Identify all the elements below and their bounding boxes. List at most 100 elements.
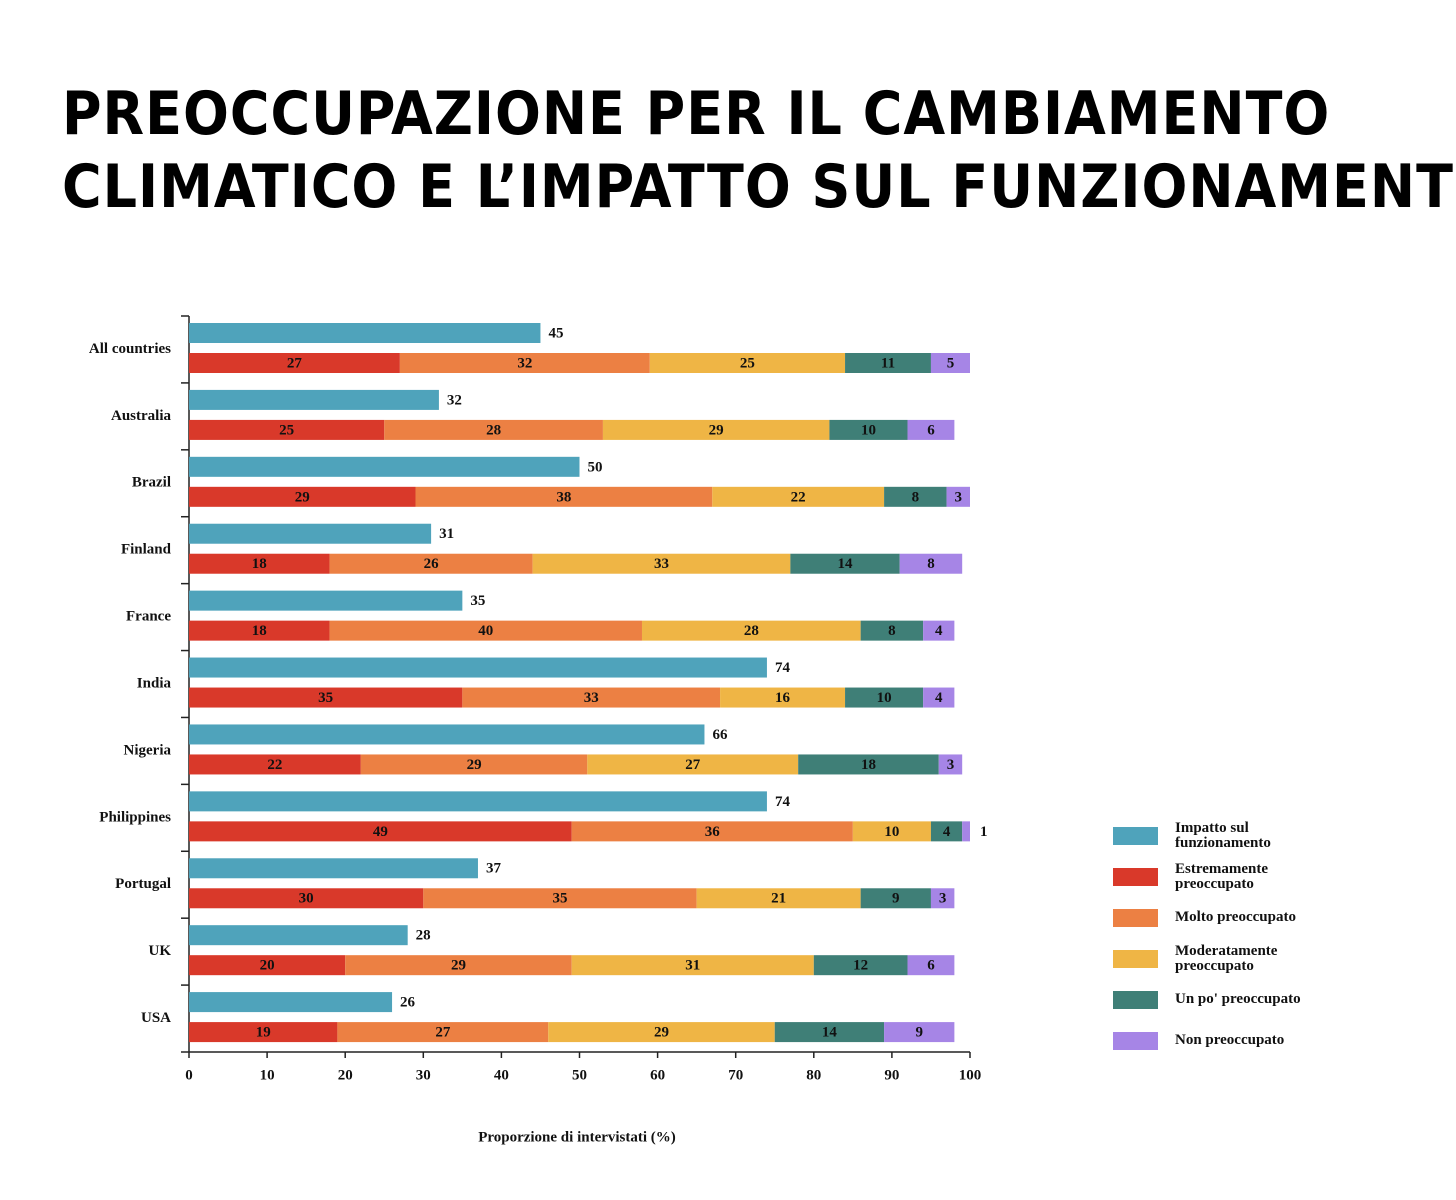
- bar: [189, 858, 478, 879]
- value-label: 32: [517, 355, 532, 371]
- legend-label: Impatto sul funzionamento: [1175, 819, 1271, 851]
- bar-segment: [602, 419, 830, 440]
- value-label: 18: [252, 623, 267, 639]
- value-label: 28: [486, 422, 501, 438]
- bar-segment: [641, 620, 861, 641]
- x-tick-label: 90: [884, 1067, 899, 1083]
- legend-item: Molto preoccupato: [1113, 897, 1345, 938]
- legend-label: Moderatamente preoccupato: [1175, 942, 1278, 974]
- value-label: 33: [654, 556, 669, 572]
- bar-segment: [696, 888, 861, 909]
- bar-segment: [962, 821, 970, 842]
- value-label: 50: [588, 459, 603, 475]
- bar: [189, 992, 393, 1013]
- legend-item: Impatto sul funzionamento: [1113, 815, 1345, 856]
- bar: [189, 791, 767, 812]
- legend-swatch: [1113, 867, 1158, 886]
- bar: [189, 523, 432, 544]
- x-tick-label: 70: [728, 1067, 743, 1083]
- value-label: 9: [915, 1025, 923, 1041]
- bar-segment: [712, 486, 885, 507]
- y-tick-label: France: [126, 609, 171, 625]
- value-label: 49: [373, 824, 388, 840]
- bar-segment: [860, 620, 924, 641]
- value-label: 27: [685, 757, 701, 773]
- x-axis-label: Proporzione di intervistati (%): [478, 1129, 676, 1145]
- value-label: 8: [888, 623, 896, 639]
- value-label: 10: [877, 690, 892, 706]
- value-label: 4: [935, 690, 943, 706]
- bar-segment: [189, 955, 346, 976]
- chart-title: PREOCCUPAZIONE PER IL CAMBIAMENTO: [62, 79, 1330, 149]
- value-label: 18: [252, 556, 267, 572]
- value-label: 26: [424, 556, 440, 572]
- y-tick-label: Philippines: [99, 809, 171, 825]
- y-tick-label: All countries: [89, 341, 171, 357]
- legend-swatch: [1113, 1031, 1158, 1050]
- bar-segment: [360, 754, 588, 775]
- value-label: 37: [486, 861, 502, 877]
- bar-segment: [798, 754, 939, 775]
- value-label: 8: [927, 556, 935, 572]
- bar-segment: [845, 687, 924, 708]
- legend: Impatto sul funzionamento Estremamente pr…: [1113, 815, 1345, 1061]
- bar-segment: [384, 419, 603, 440]
- value-label: 31: [439, 526, 454, 542]
- value-label: 29: [709, 422, 724, 438]
- bar-segment: [923, 620, 955, 641]
- x-tick-label: 10: [260, 1067, 275, 1083]
- bar-segment: [938, 754, 963, 775]
- value-label: 16: [775, 690, 791, 706]
- y-tick-label: USA: [141, 1010, 171, 1026]
- value-label: 45: [548, 325, 563, 341]
- bar-segment: [587, 754, 799, 775]
- bar-segment: [532, 553, 791, 574]
- bar-segment: [189, 620, 330, 641]
- bar-segment: [189, 687, 463, 708]
- value-label: 26: [400, 995, 416, 1011]
- y-tick-label: India: [137, 675, 172, 691]
- value-label: 5: [947, 355, 955, 371]
- bar-segment: [829, 419, 908, 440]
- bar-segment: [337, 1022, 549, 1043]
- bar-segment: [189, 353, 400, 373]
- value-label: 6: [927, 958, 935, 974]
- bar-segment: [189, 821, 572, 842]
- legend-label: Non preoccupato: [1175, 1032, 1285, 1048]
- bar-segment: [189, 553, 330, 574]
- y-tick-label: Portugal: [115, 876, 171, 892]
- bar-segment: [189, 419, 385, 440]
- bar-segment: [930, 353, 970, 373]
- value-label: 22: [267, 757, 282, 773]
- value-label: 29: [654, 1025, 669, 1041]
- bar: [189, 724, 705, 745]
- legend-item: Un po' preoccupato: [1113, 979, 1345, 1020]
- bar-segment: [415, 486, 713, 507]
- y-tick-label: Brazil: [132, 475, 171, 491]
- value-label: 1: [980, 824, 988, 840]
- bar-segment: [189, 1022, 338, 1043]
- value-label: 35: [552, 891, 567, 907]
- y-tick-label: UK: [149, 943, 172, 959]
- value-label: 35: [318, 690, 333, 706]
- value-label: 21: [771, 891, 786, 907]
- bar-segment: [423, 888, 697, 909]
- bar: [189, 590, 463, 611]
- bar-segment: [189, 888, 424, 909]
- value-label: 36: [705, 824, 721, 840]
- bar: [189, 657, 767, 678]
- value-label: 18: [861, 757, 876, 773]
- x-tick-label: 20: [338, 1067, 353, 1083]
- bar-segment: [813, 955, 908, 976]
- value-label: 29: [295, 489, 310, 505]
- value-label: 12: [853, 958, 868, 974]
- y-tick-label: Finland: [121, 542, 172, 558]
- legend-swatch: [1113, 949, 1158, 968]
- value-label: 25: [740, 355, 755, 371]
- value-label: 14: [838, 556, 854, 572]
- bar-segment: [329, 553, 533, 574]
- legend-swatch: [1113, 826, 1158, 845]
- value-label: 66: [712, 727, 728, 743]
- value-label: 33: [584, 690, 599, 706]
- value-label: 74: [775, 660, 791, 676]
